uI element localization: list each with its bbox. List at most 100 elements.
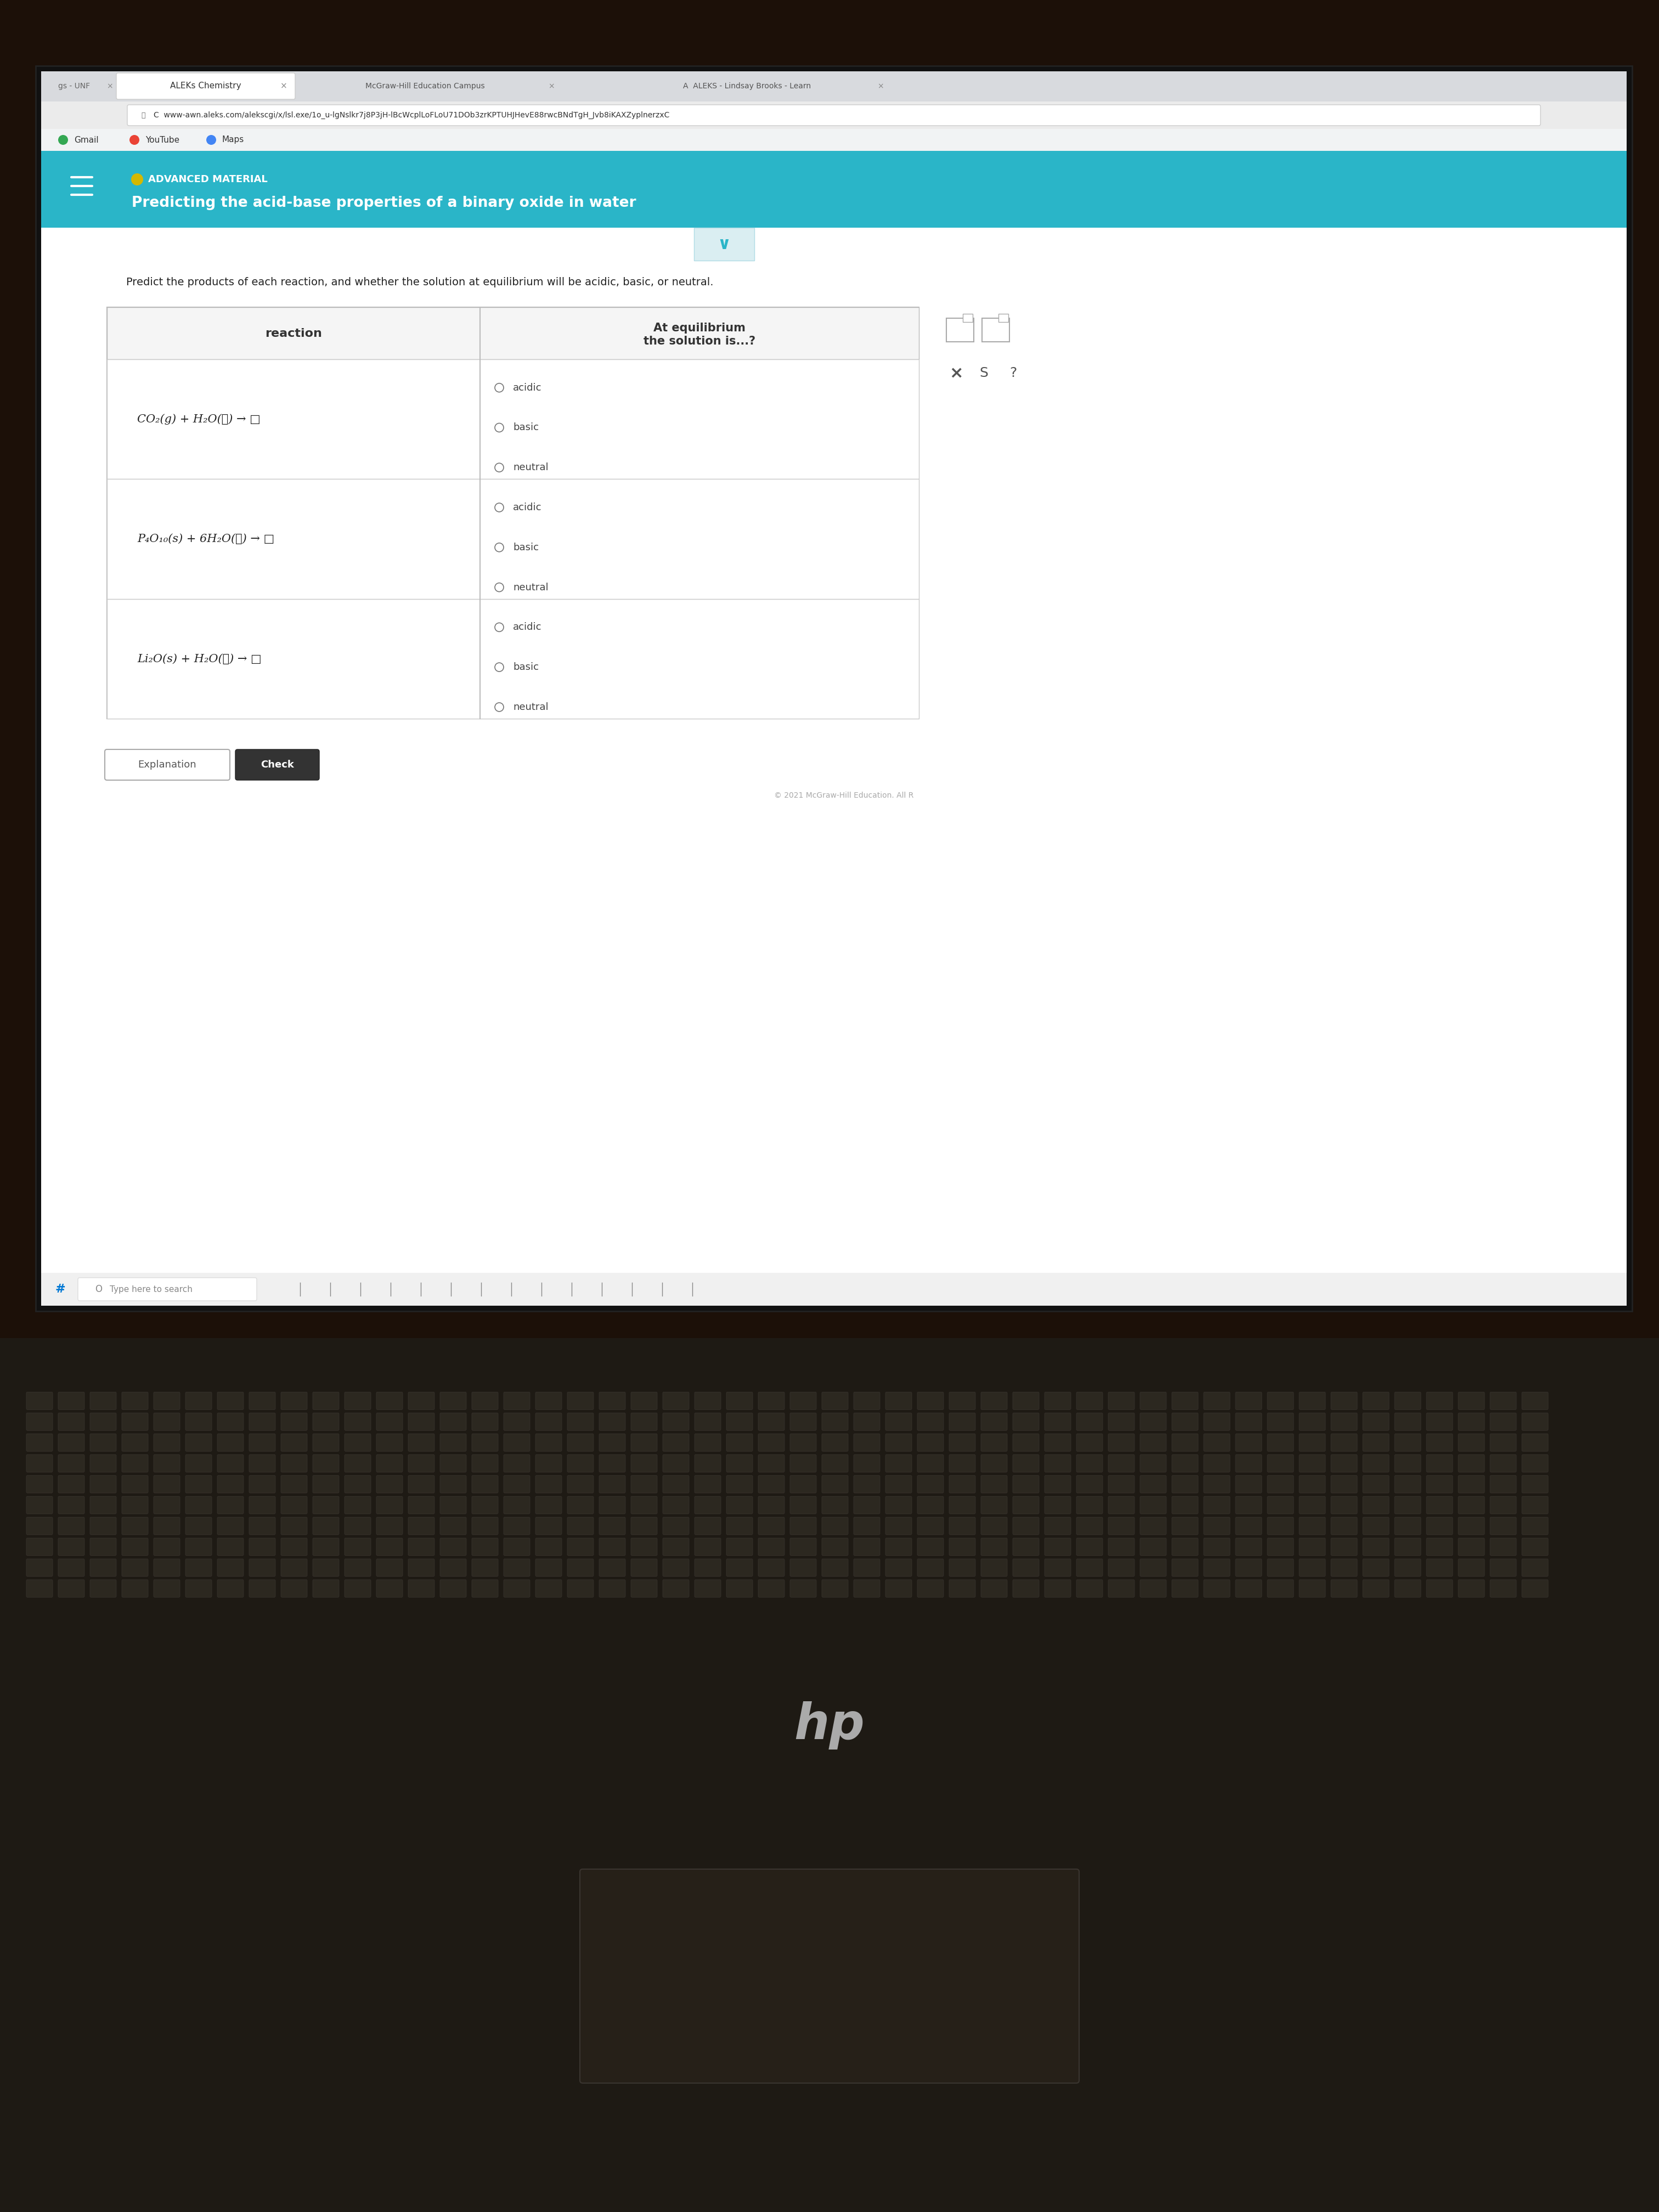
Text: basic: basic bbox=[513, 422, 539, 434]
FancyBboxPatch shape bbox=[854, 1537, 879, 1555]
FancyBboxPatch shape bbox=[630, 1413, 657, 1431]
FancyBboxPatch shape bbox=[917, 1413, 944, 1431]
FancyBboxPatch shape bbox=[1140, 1495, 1166, 1513]
FancyBboxPatch shape bbox=[440, 1579, 466, 1597]
FancyBboxPatch shape bbox=[186, 1579, 212, 1597]
Circle shape bbox=[494, 584, 504, 593]
FancyBboxPatch shape bbox=[90, 1413, 116, 1431]
FancyBboxPatch shape bbox=[280, 1517, 307, 1535]
FancyBboxPatch shape bbox=[27, 1537, 53, 1555]
Text: At equilibrium: At equilibrium bbox=[654, 323, 745, 334]
Text: Check: Check bbox=[260, 761, 294, 770]
Text: ADVANCED MATERIAL: ADVANCED MATERIAL bbox=[148, 175, 267, 184]
FancyBboxPatch shape bbox=[154, 1495, 179, 1513]
FancyBboxPatch shape bbox=[408, 1537, 435, 1555]
FancyBboxPatch shape bbox=[599, 1475, 625, 1493]
FancyBboxPatch shape bbox=[821, 1455, 848, 1473]
Text: #: # bbox=[55, 1283, 65, 1294]
FancyBboxPatch shape bbox=[821, 1391, 848, 1409]
Circle shape bbox=[494, 502, 504, 511]
FancyBboxPatch shape bbox=[662, 1475, 688, 1493]
FancyBboxPatch shape bbox=[1427, 1455, 1453, 1473]
FancyBboxPatch shape bbox=[1236, 1495, 1262, 1513]
FancyBboxPatch shape bbox=[567, 1413, 594, 1431]
FancyBboxPatch shape bbox=[58, 1455, 85, 1473]
Text: ×: × bbox=[949, 365, 964, 380]
FancyBboxPatch shape bbox=[1299, 1517, 1326, 1535]
Circle shape bbox=[494, 422, 504, 431]
FancyBboxPatch shape bbox=[249, 1455, 275, 1473]
FancyBboxPatch shape bbox=[1395, 1433, 1420, 1451]
FancyBboxPatch shape bbox=[1267, 1413, 1294, 1431]
FancyBboxPatch shape bbox=[581, 1869, 1078, 2084]
Text: hp: hp bbox=[795, 1701, 864, 1750]
FancyBboxPatch shape bbox=[536, 1391, 562, 1409]
FancyBboxPatch shape bbox=[1331, 1495, 1357, 1513]
FancyBboxPatch shape bbox=[917, 1433, 944, 1451]
FancyBboxPatch shape bbox=[1012, 1413, 1039, 1431]
FancyBboxPatch shape bbox=[630, 1475, 657, 1493]
FancyBboxPatch shape bbox=[1331, 1517, 1357, 1535]
FancyBboxPatch shape bbox=[790, 1517, 816, 1535]
Text: C  www-awn.aleks.com/alekscgi/x/lsl.exe/1o_u-lgNslkr7j8P3jH-lBcWcplLoFLoU71DOb3z: C www-awn.aleks.com/alekscgi/x/lsl.exe/1… bbox=[154, 111, 670, 119]
FancyBboxPatch shape bbox=[1521, 1559, 1548, 1577]
FancyBboxPatch shape bbox=[1521, 1537, 1548, 1555]
FancyBboxPatch shape bbox=[58, 1433, 85, 1451]
FancyBboxPatch shape bbox=[695, 1559, 722, 1577]
Circle shape bbox=[494, 383, 504, 392]
FancyBboxPatch shape bbox=[980, 1495, 1007, 1513]
FancyBboxPatch shape bbox=[1458, 1579, 1485, 1597]
FancyBboxPatch shape bbox=[58, 1495, 85, 1513]
FancyBboxPatch shape bbox=[1362, 1433, 1389, 1451]
FancyBboxPatch shape bbox=[1077, 1433, 1103, 1451]
FancyBboxPatch shape bbox=[1236, 1537, 1262, 1555]
FancyBboxPatch shape bbox=[312, 1559, 338, 1577]
FancyBboxPatch shape bbox=[154, 1475, 179, 1493]
FancyBboxPatch shape bbox=[1077, 1413, 1103, 1431]
FancyBboxPatch shape bbox=[1012, 1517, 1039, 1535]
FancyBboxPatch shape bbox=[312, 1495, 338, 1513]
FancyBboxPatch shape bbox=[1171, 1537, 1198, 1555]
FancyBboxPatch shape bbox=[1077, 1475, 1103, 1493]
FancyBboxPatch shape bbox=[471, 1391, 498, 1409]
FancyBboxPatch shape bbox=[1521, 1391, 1548, 1409]
FancyBboxPatch shape bbox=[471, 1455, 498, 1473]
FancyBboxPatch shape bbox=[1140, 1537, 1166, 1555]
FancyBboxPatch shape bbox=[377, 1559, 403, 1577]
FancyBboxPatch shape bbox=[186, 1475, 212, 1493]
FancyBboxPatch shape bbox=[949, 1495, 975, 1513]
FancyBboxPatch shape bbox=[1077, 1495, 1103, 1513]
FancyBboxPatch shape bbox=[440, 1559, 466, 1577]
FancyBboxPatch shape bbox=[471, 1433, 498, 1451]
Text: neutral: neutral bbox=[513, 462, 549, 473]
FancyBboxPatch shape bbox=[1458, 1559, 1485, 1577]
Text: A  ALEKS - Lindsay Brooks - Learn: A ALEKS - Lindsay Brooks - Learn bbox=[684, 82, 811, 91]
FancyBboxPatch shape bbox=[886, 1517, 912, 1535]
FancyBboxPatch shape bbox=[1045, 1455, 1072, 1473]
FancyBboxPatch shape bbox=[377, 1391, 403, 1409]
FancyBboxPatch shape bbox=[27, 1391, 53, 1409]
FancyBboxPatch shape bbox=[377, 1537, 403, 1555]
FancyBboxPatch shape bbox=[217, 1391, 244, 1409]
FancyBboxPatch shape bbox=[727, 1559, 753, 1577]
FancyBboxPatch shape bbox=[249, 1579, 275, 1597]
FancyBboxPatch shape bbox=[790, 1413, 816, 1431]
FancyBboxPatch shape bbox=[154, 1433, 179, 1451]
FancyBboxPatch shape bbox=[1490, 1455, 1516, 1473]
FancyBboxPatch shape bbox=[695, 1579, 722, 1597]
FancyBboxPatch shape bbox=[106, 307, 919, 358]
FancyBboxPatch shape bbox=[90, 1537, 116, 1555]
FancyBboxPatch shape bbox=[949, 1433, 975, 1451]
FancyBboxPatch shape bbox=[758, 1537, 785, 1555]
FancyBboxPatch shape bbox=[662, 1391, 688, 1409]
Circle shape bbox=[494, 664, 504, 672]
FancyBboxPatch shape bbox=[1108, 1579, 1135, 1597]
FancyBboxPatch shape bbox=[949, 1517, 975, 1535]
Text: O: O bbox=[95, 1285, 103, 1294]
FancyBboxPatch shape bbox=[58, 1391, 85, 1409]
FancyBboxPatch shape bbox=[790, 1475, 816, 1493]
Text: CO₂(g) + H₂O(ℓ) → □: CO₂(g) + H₂O(ℓ) → □ bbox=[138, 414, 260, 425]
FancyBboxPatch shape bbox=[154, 1413, 179, 1431]
FancyBboxPatch shape bbox=[1267, 1579, 1294, 1597]
FancyBboxPatch shape bbox=[1267, 1455, 1294, 1473]
